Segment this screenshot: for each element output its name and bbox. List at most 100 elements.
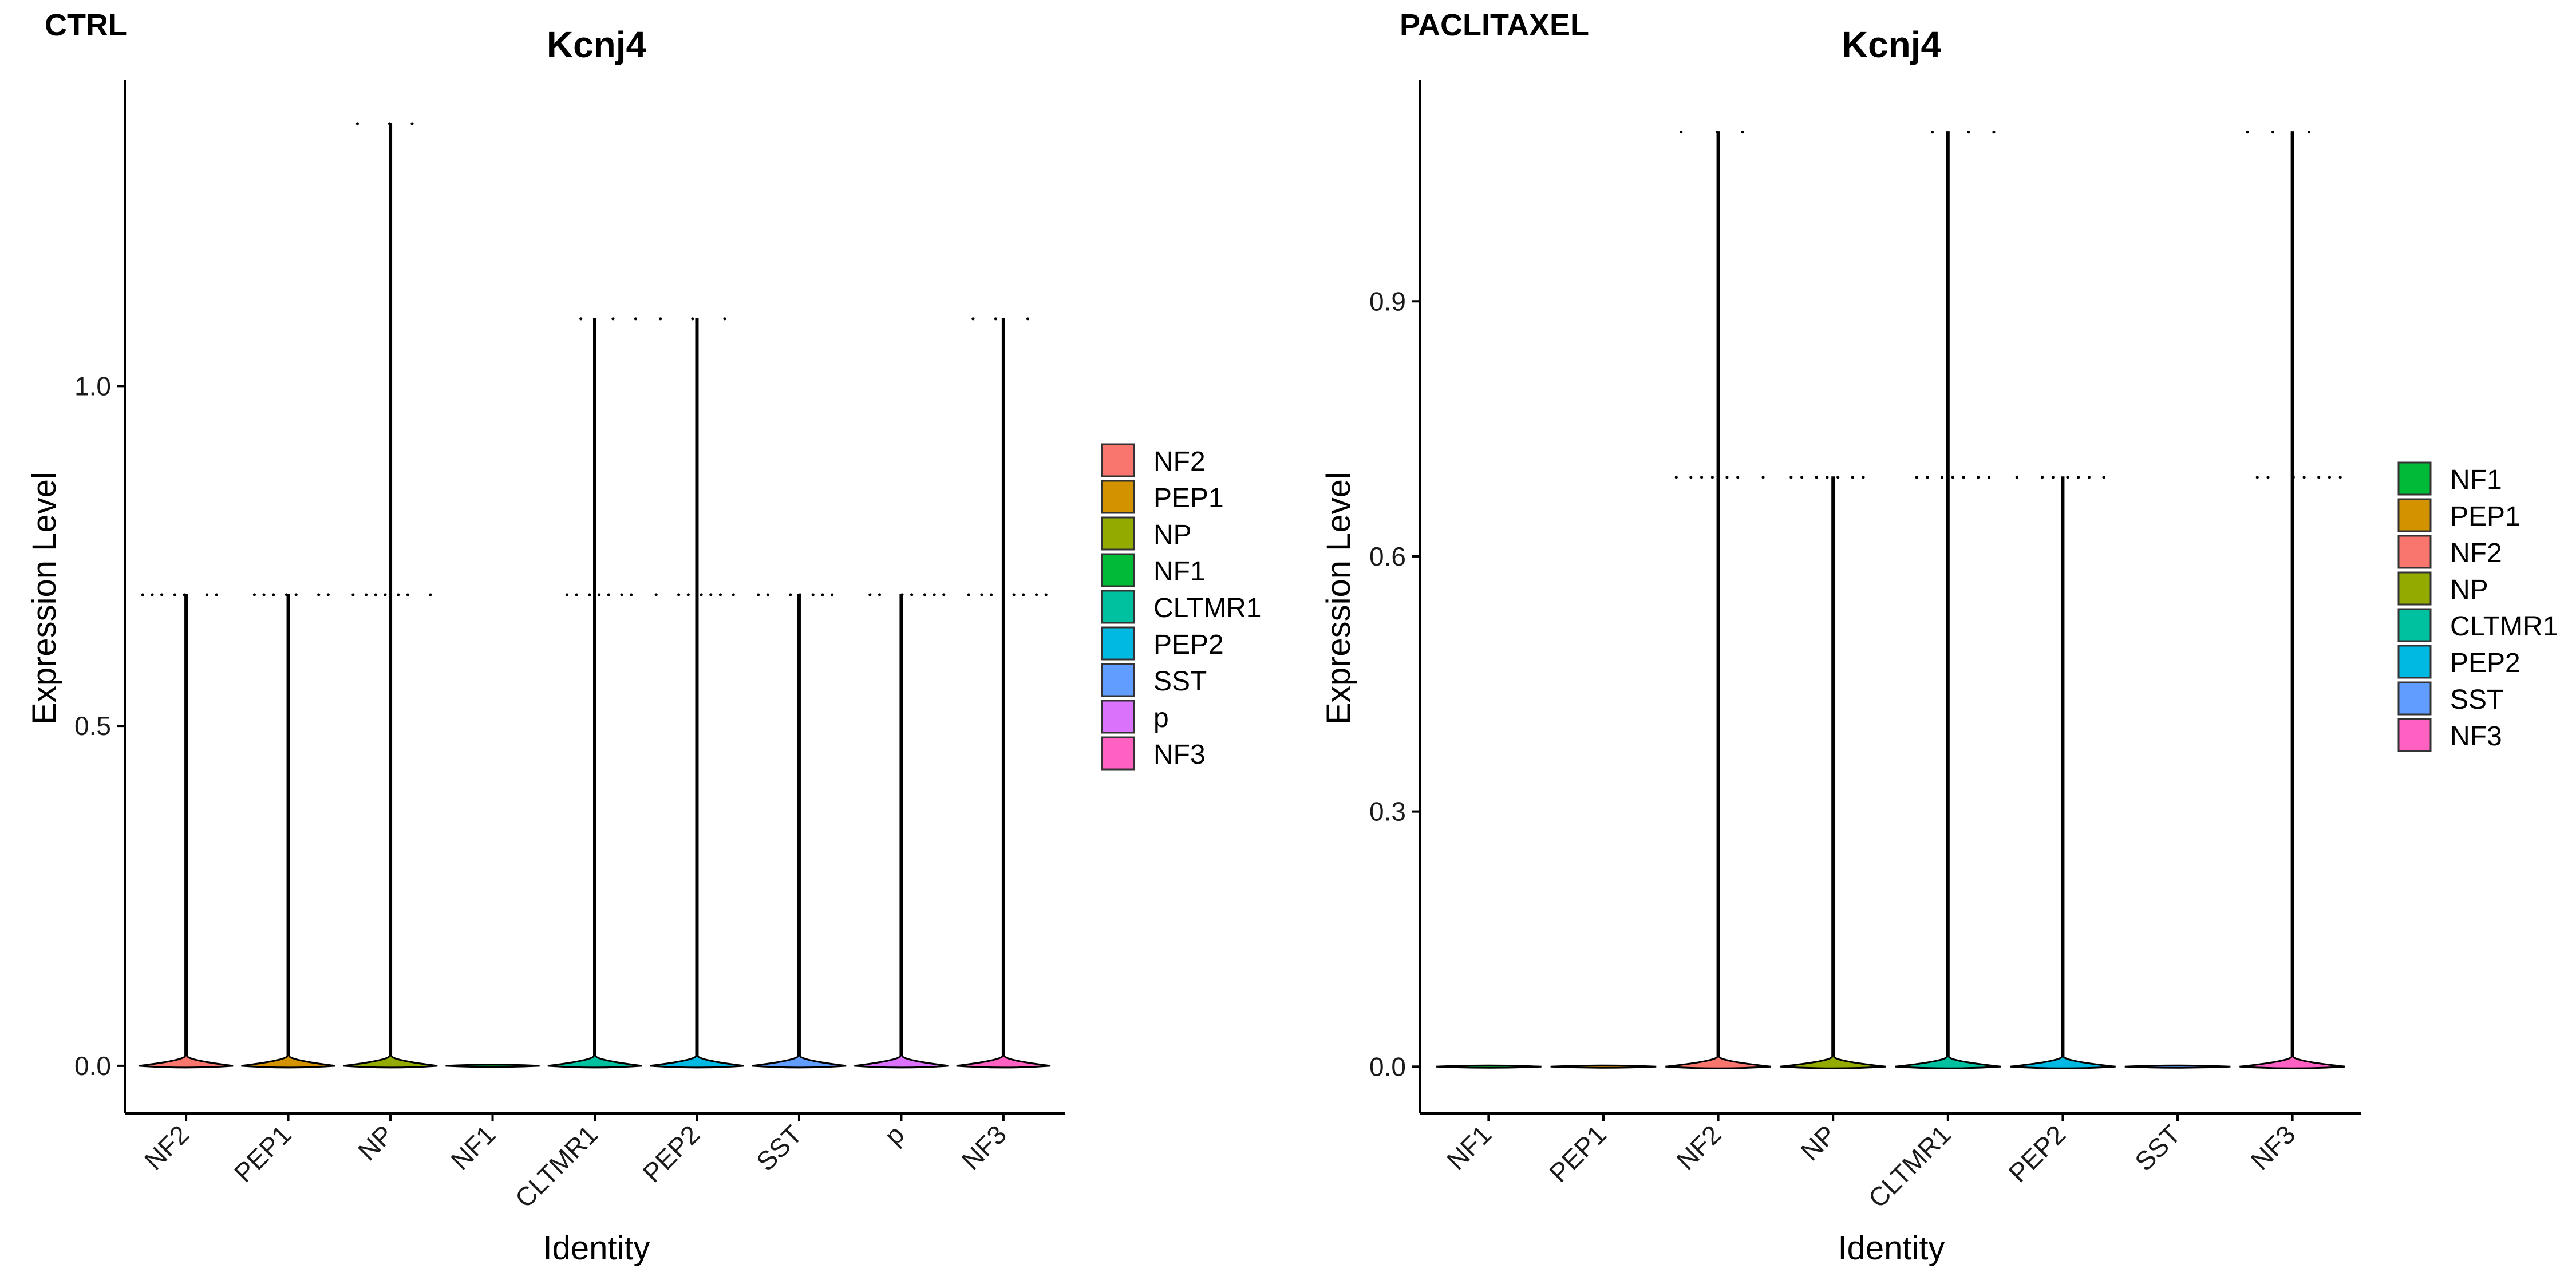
point-ctrl-np	[388, 122, 392, 125]
x-axis-title-ctrl: Identity	[543, 1230, 650, 1267]
legend-label-ctrl-cltmr1: CLTMR1	[1153, 593, 1261, 623]
point-ctrl-pep2	[677, 593, 681, 596]
plot-area-ctrl: 0.0 0.5 1.0 NF2 PEP1 NP NF1 CLTMR1 PEP2 SST p NF3	[74, 80, 1065, 1214]
point-ctrl-nf2	[160, 593, 164, 596]
point-ctrl-np	[397, 593, 400, 596]
point-ctrl-p	[933, 593, 936, 596]
point-ctrl-cltmr1	[620, 593, 623, 596]
point-ctrl-nf2	[151, 593, 154, 596]
x-tick-label-ctrl-pep1: PEP1	[228, 1119, 297, 1188]
point-paclitaxel-nf2	[1674, 476, 1678, 479]
y-tick-label-paclitaxel: 0.6	[1369, 542, 1406, 571]
legend-key-paclitaxel-nf3	[2397, 718, 2432, 752]
point-paclitaxel-pep2	[2087, 476, 2091, 479]
y-axis-title-paclitaxel: Expression Level	[1320, 472, 1357, 725]
y-tick-label-ctrl: 0.5	[74, 711, 111, 741]
point-paclitaxel-nf3	[2317, 476, 2321, 479]
point-paclitaxel-nf3	[2255, 476, 2259, 479]
legend-paclitaxel: NF1 PEP1 NF2 NP CLTMR1 PEP2 SST NF3	[2397, 461, 2558, 752]
panel-paclitaxel: PACLITAXEL Kcnj4 Expression Level Identi…	[1320, 8, 2558, 1267]
point-ctrl-p	[878, 593, 882, 596]
point-ctrl-pep2	[723, 317, 726, 321]
legend-key-ctrl-sst	[1101, 663, 1135, 697]
point-ctrl-nf3	[1022, 593, 1025, 596]
point-paclitaxel-nf2	[1761, 476, 1765, 479]
legend-label-paclitaxel-nf1: NF1	[2450, 465, 2502, 495]
point-ctrl-cltmr1	[634, 317, 637, 321]
point-paclitaxel-cltmr1	[1962, 476, 1965, 479]
point-ctrl-sst	[766, 593, 769, 596]
y-tick-label-paclitaxel: 0.0	[1369, 1052, 1406, 1081]
legend-key-paclitaxel-nf2	[2397, 535, 2432, 569]
panel-ctrl: CTRL Kcnj4 Expression Level Identity 0.0…	[26, 8, 1261, 1267]
legend-label-paclitaxel-pep1: PEP1	[2450, 501, 2520, 532]
violin-ctrl-pep2	[650, 318, 744, 1069]
point-ctrl-sst	[789, 593, 792, 596]
point-paclitaxel-cltmr1	[1930, 131, 1934, 134]
point-paclitaxel-nf3	[2302, 476, 2306, 479]
point-paclitaxel-cltmr1	[1940, 476, 1944, 479]
point-ctrl-cltmr1	[579, 317, 583, 321]
point-paclitaxel-nf3	[2291, 476, 2295, 479]
legend-key-ctrl-p	[1101, 700, 1135, 734]
point-paclitaxel-nf2	[1725, 476, 1729, 479]
plot-title-ctrl: Kcnj4	[547, 24, 647, 65]
point-ctrl-nf3	[971, 317, 975, 321]
x-tick-label-paclitaxel-nf2: NF2	[1670, 1119, 1726, 1175]
legend-label-paclitaxel-nf2: NF2	[2450, 538, 2502, 568]
point-ctrl-nf3	[967, 593, 970, 596]
point-paclitaxel-cltmr1	[1915, 476, 1918, 479]
point-paclitaxel-nf3	[2266, 476, 2270, 479]
legend-label-paclitaxel-pep2: PEP2	[2450, 648, 2520, 678]
legend-key-paclitaxel-nf1	[2397, 461, 2432, 496]
point-ctrl-pep1	[326, 593, 330, 596]
point-ctrl-p	[900, 593, 904, 596]
legend-label-paclitaxel-np: NP	[2450, 575, 2488, 605]
y-axis-title-ctrl: Expression Level	[26, 472, 63, 725]
panel-label-ctrl: CTRL	[45, 8, 127, 42]
point-ctrl-cltmr1	[611, 317, 615, 321]
legend-key-ctrl-nf1	[1101, 553, 1135, 587]
point-ctrl-nf3	[1012, 593, 1016, 596]
point-ctrl-pep2	[718, 593, 722, 596]
violin-ctrl-nf2	[139, 594, 234, 1069]
point-ctrl-cltmr1	[630, 593, 633, 596]
legend-key-paclitaxel-sst	[2397, 681, 2432, 716]
point-ctrl-pep2	[654, 593, 658, 596]
point-ctrl-pep1	[294, 593, 298, 596]
legend-key-ctrl-pep1	[1101, 480, 1135, 514]
point-paclitaxel-nf3	[2308, 131, 2311, 134]
point-ctrl-pep2	[659, 317, 662, 321]
point-paclitaxel-cltmr1	[1987, 476, 1991, 479]
point-ctrl-sst	[798, 593, 802, 596]
point-ctrl-nf3	[1034, 593, 1038, 596]
x-tick-label-paclitaxel-pep1: PEP1	[1543, 1119, 1612, 1188]
legend-key-paclitaxel-np	[2397, 571, 2432, 606]
point-ctrl-nf3	[994, 317, 997, 321]
point-ctrl-np	[374, 593, 377, 596]
legend-label-ctrl-pep2: PEP2	[1153, 630, 1224, 660]
x-tick-label-ctrl-pep2: PEP2	[637, 1119, 706, 1188]
point-ctrl-pep2	[709, 593, 713, 596]
x-tick-label-paclitaxel-nf3: NF3	[2245, 1119, 2301, 1175]
point-ctrl-p	[923, 593, 926, 596]
point-paclitaxel-cltmr1	[1992, 131, 1996, 134]
point-ctrl-pep1	[285, 593, 289, 596]
point-ctrl-sst	[831, 593, 834, 596]
x-tick-label-ctrl-nf3: NF3	[956, 1119, 1012, 1175]
point-ctrl-p	[910, 593, 914, 596]
point-paclitaxel-np	[1800, 476, 1804, 479]
point-ctrl-cltmr1	[607, 593, 610, 596]
point-ctrl-p	[868, 593, 872, 596]
point-ctrl-pep2	[700, 593, 703, 596]
plot-area-paclitaxel: 0.0 0.3 0.6 0.9 NF1 PEP1 NF2 NP CLTMR1 PEP2 SST NF3	[1369, 80, 2361, 1214]
x-tick-label-ctrl-nf1: NF1	[445, 1119, 501, 1175]
point-ctrl-nf2	[205, 593, 209, 596]
point-paclitaxel-nf2	[1716, 131, 1719, 134]
legend-label-ctrl-nf1: NF1	[1153, 556, 1206, 587]
violin-ctrl-nf3	[956, 318, 1051, 1069]
plot-title-paclitaxel: Kcnj4	[1842, 24, 1942, 65]
x-tick-label-ctrl-nf2: NF2	[139, 1119, 195, 1175]
point-paclitaxel-pep2	[2102, 476, 2105, 479]
point-ctrl-pep2	[686, 593, 690, 596]
